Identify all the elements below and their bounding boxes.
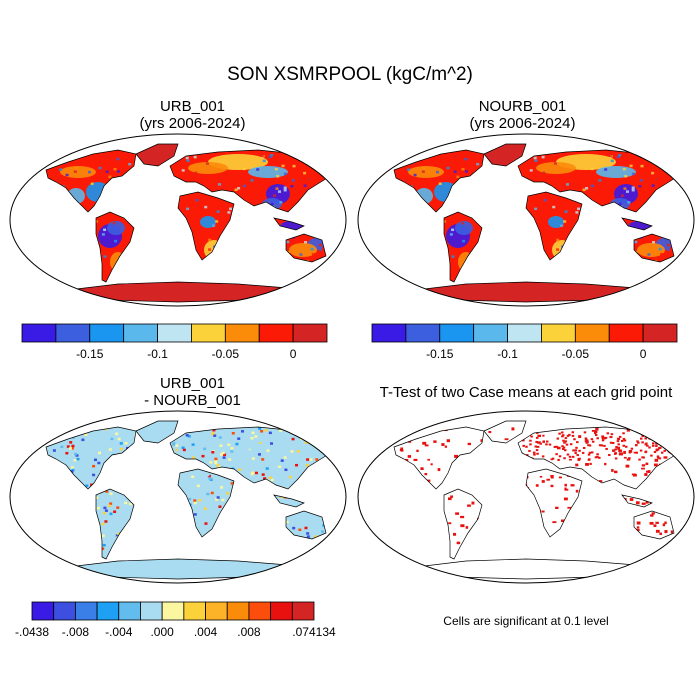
colorbar-difference-tick-label: .074134 (292, 625, 336, 639)
colorbar-nourb-swatch (574, 323, 610, 343)
panel-title-line1: URB_001 (159, 98, 226, 115)
map-difference-border (9, 410, 347, 584)
continent-outline-namerica (45, 426, 137, 490)
colorbar-difference-swatch (183, 601, 206, 621)
continent-outline-greenland (483, 420, 527, 444)
colorbar-difference-swatch (118, 601, 141, 621)
continent-outline-namerica (393, 426, 485, 490)
colorbar-difference-tick-label: .004 (194, 625, 218, 639)
colorbar-nourb-tick-label: -0.15 (426, 347, 454, 361)
map-nourb (357, 133, 695, 307)
colorbar-difference-swatch (96, 601, 120, 621)
colorbar-urb-swatch (224, 323, 260, 343)
colorbar-urb-swatch (157, 323, 192, 343)
continent-outline-africa (525, 468, 583, 538)
colorbar-difference-tick-label: .000 (150, 625, 174, 639)
continent-outline-namerica (45, 149, 137, 213)
panel-title-line1: URB_001 (159, 375, 226, 392)
panel-title-line1: T-Test of two Case means at each grid po… (379, 384, 673, 401)
colorbar-difference-swatch (205, 601, 228, 621)
colorbar-urb-tick-label: -0.15 (76, 347, 104, 361)
colorbar-difference-swatch (53, 601, 76, 621)
continent-outline-indonesia (621, 494, 653, 508)
map-nourb-border (357, 133, 695, 307)
colorbar-difference-swatch (248, 601, 272, 621)
continent-outline-australia (285, 510, 327, 540)
continent-outline-africa (525, 191, 583, 261)
colorbar-nourb-swatch (439, 323, 475, 343)
colorbar-nourb-swatch (608, 323, 644, 343)
continent-outline-africa (177, 468, 235, 538)
colorbar-difference-tick-label: -.004 (105, 625, 133, 639)
main-title: SON XSMRPOOL (kgC/m^2) (227, 64, 473, 85)
continent-outline-samerica (95, 211, 135, 283)
panel-title-line2: (yrs 2006-2024) (469, 115, 576, 132)
panel-title-diff: URB_001 - NOURB_001 (40, 375, 345, 409)
colorbar-nourb-swatch (371, 323, 407, 343)
panel-title-ttest: T-Test of two Case means at each grid po… (356, 384, 696, 401)
colorbar-difference-svg: -.0438 -.008 -.004 .000 .004 .008 .074134 (15, 601, 336, 639)
map-ttest (357, 410, 695, 584)
colorbar-difference-swatch (161, 601, 185, 621)
continent-outline-greenland (135, 143, 179, 167)
colorbar-nourb-swatch (405, 323, 441, 343)
colorbar-urb-swatch (21, 323, 57, 343)
continent-outline-australia (633, 233, 675, 263)
continent-outline-africa (177, 191, 235, 261)
colorbar-nourb-tick-label: 0 (640, 347, 647, 361)
colorbar-difference-swatch (140, 601, 163, 621)
panel-title-line1: NOURB_001 (478, 98, 567, 115)
continent-outline-australia (633, 510, 675, 540)
panel-title-line2: (yrs 2006-2024) (139, 115, 246, 132)
colorbar-urb: -0.15 -0.1 -0.05 0 (21, 323, 328, 364)
colorbar-difference-swatch (31, 601, 55, 621)
colorbar-difference-swatch (270, 601, 293, 621)
colorbar-urb-swatch (55, 323, 91, 343)
colorbar-difference: -.0438 -.008 -.004 .000 .004 .008 .074134 (15, 601, 336, 642)
colorbar-nourb-tick-label: -0.05 (562, 347, 590, 361)
colorbar-nourb-tick-label: -0.1 (497, 347, 518, 361)
continent-outline-greenland (483, 143, 527, 167)
colorbar-urb-swatch (123, 323, 158, 343)
colorbar-urb-swatch (258, 323, 294, 343)
significance-note: Cells are significant at 0.1 level (443, 614, 609, 628)
continent-outline-samerica (95, 488, 135, 560)
colorbar-nourb-swatch (507, 323, 542, 343)
colorbar-nourb-swatch (473, 323, 508, 343)
continent-outline-namerica (393, 149, 485, 213)
continent-outline-indonesia (273, 217, 305, 231)
colorbar-nourb-svg: -0.15 -0.1 -0.05 0 (371, 323, 678, 361)
colorbar-urb-swatch (191, 323, 226, 343)
colorbar-urb-tick-label: 0 (290, 347, 297, 361)
continent-outline-samerica (443, 211, 483, 283)
colorbar-urb-swatch (89, 323, 125, 343)
colorbar-difference-tick-label: -.008 (62, 625, 90, 639)
colorbar-nourb-swatch (541, 323, 576, 343)
colorbar-difference-tick-label: -.0438 (15, 625, 49, 639)
colorbar-difference-swatch (226, 601, 250, 621)
colorbar-difference-swatch (291, 601, 315, 621)
colorbar-urb-tick-label: -0.05 (212, 347, 240, 361)
continent-outline-samerica (443, 488, 483, 560)
map-urb (9, 133, 347, 307)
colorbar-urb-tick-label: -0.1 (147, 347, 168, 361)
colorbar-urb-swatch (292, 323, 328, 343)
ocean (358, 411, 694, 583)
map-difference (9, 410, 347, 584)
continent-outline-indonesia (273, 494, 305, 508)
map-ttest-border (357, 410, 695, 584)
colorbar-difference-tick-label: .008 (237, 625, 261, 639)
continent-outline-greenland (135, 420, 179, 444)
colorbar-nourb: -0.15 -0.1 -0.05 0 (371, 323, 678, 364)
continent-outline-australia (285, 233, 327, 263)
panel-title-nourb: NOURB_001 (yrs 2006-2024) (370, 98, 675, 132)
panel-title-urb: URB_001 (yrs 2006-2024) (40, 98, 345, 132)
panel-title-line2: - NOURB_001 (144, 392, 241, 409)
colorbar-nourb-swatch (642, 323, 678, 343)
colorbar-urb-svg: -0.15 -0.1 -0.05 0 (21, 323, 328, 361)
map-urb-border (9, 133, 347, 307)
continent-outline-indonesia (621, 217, 653, 231)
colorbar-difference-swatch (74, 601, 98, 621)
